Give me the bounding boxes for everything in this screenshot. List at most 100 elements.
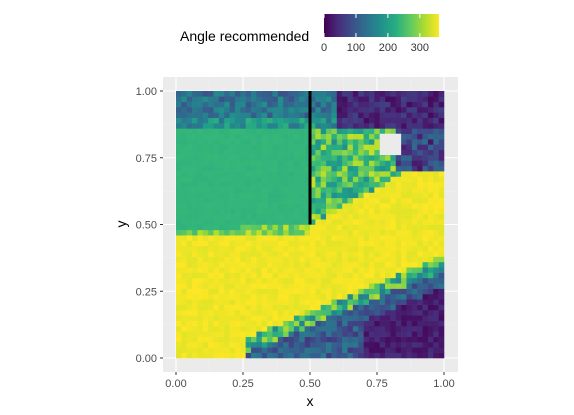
heatmap-cell — [240, 347, 246, 353]
heatmap-cell — [347, 309, 354, 316]
heatmap-cell — [218, 171, 225, 177]
heatmap-cell — [245, 245, 252, 252]
heatmap-cell — [197, 165, 204, 172]
heatmap-cell — [197, 331, 204, 337]
heatmap-cell — [224, 139, 230, 145]
heatmap-cell — [304, 203, 311, 209]
heatmap-cell — [192, 240, 198, 247]
heatmap-cell — [411, 277, 418, 284]
heatmap-cell — [181, 267, 188, 273]
heatmap-cell — [245, 208, 252, 215]
heatmap-cell — [374, 336, 380, 343]
heatmap-cell — [347, 139, 354, 145]
heatmap-cell — [218, 187, 225, 193]
heatmap-cell — [213, 309, 220, 316]
heatmap-cell — [379, 352, 386, 359]
heatmap-cell — [368, 320, 375, 327]
heatmap-cell — [336, 91, 343, 97]
heatmap-cell — [427, 96, 434, 102]
heatmap-cell — [277, 352, 284, 359]
heatmap-cell — [427, 149, 434, 156]
heatmap-cell — [277, 171, 284, 177]
heatmap-cell — [293, 251, 300, 257]
heatmap-cell — [245, 192, 252, 199]
heatmap-cell — [267, 325, 273, 332]
heatmap-cell — [422, 117, 429, 124]
heatmap-cell — [192, 112, 198, 118]
heatmap-cell — [208, 256, 214, 263]
heatmap-cell — [368, 224, 375, 231]
heatmap-cell — [310, 155, 316, 161]
heatmap-cell — [176, 267, 182, 273]
heatmap-cell — [406, 197, 413, 204]
heatmap-cell — [299, 101, 305, 108]
heatmap-cell — [304, 240, 311, 247]
heatmap-cell — [342, 352, 348, 359]
heatmap-cell — [202, 192, 209, 199]
heatmap-cell — [342, 165, 348, 172]
heatmap-cell — [422, 235, 429, 241]
heatmap-cell — [347, 293, 354, 300]
heatmap-cell — [202, 107, 209, 113]
heatmap-cell — [293, 325, 300, 332]
heatmap-cell — [229, 341, 236, 348]
heatmap-cell — [213, 347, 220, 353]
heatmap-cell — [390, 176, 397, 183]
heatmap-cell — [401, 160, 407, 167]
heatmap-cell — [352, 277, 359, 284]
heatmap-cell — [320, 235, 327, 241]
heatmap-cell — [390, 155, 397, 161]
heatmap-cell — [352, 341, 359, 348]
heatmap-cell — [379, 91, 386, 97]
heatmap-cell — [390, 309, 397, 316]
heatmap-cell — [213, 171, 220, 177]
heatmap-cell — [358, 325, 364, 332]
heatmap-cell — [202, 197, 209, 204]
heatmap-cell — [385, 288, 391, 295]
heatmap-cell — [417, 352, 423, 359]
heatmap-cell — [433, 219, 439, 225]
heatmap-cell — [310, 352, 316, 359]
heatmap-cell — [368, 176, 375, 183]
heatmap-cell — [293, 128, 300, 135]
heatmap-cell — [422, 165, 429, 172]
heatmap-cell — [438, 245, 445, 252]
heatmap-cell — [352, 219, 359, 225]
heatmap-cell — [304, 272, 311, 279]
heatmap-cell — [245, 224, 252, 231]
heatmap-cell — [315, 293, 322, 300]
heatmap-cell — [208, 224, 214, 231]
heatmap-cell — [293, 101, 300, 108]
heatmap-cell — [176, 133, 182, 140]
heatmap-cell — [299, 128, 305, 135]
heatmap-cell — [240, 144, 246, 151]
heatmap-cell — [234, 315, 241, 321]
heatmap-cell — [208, 117, 214, 124]
heatmap-cell — [267, 240, 273, 247]
heatmap-cell — [395, 283, 402, 289]
heatmap-cell — [422, 352, 429, 359]
heatmap-cell — [385, 352, 391, 359]
heatmap-cell — [401, 325, 407, 332]
heatmap-cell — [267, 261, 273, 268]
heatmap-cell — [208, 192, 214, 199]
heatmap-cell — [438, 203, 445, 209]
heatmap-cell — [352, 320, 359, 327]
heatmap-cell — [315, 197, 322, 204]
heatmap-cell — [213, 128, 220, 135]
heatmap-cell — [401, 277, 407, 284]
heatmap-cell — [347, 272, 354, 279]
heatmap-cell — [304, 107, 311, 113]
heatmap-cell — [224, 304, 230, 311]
heatmap-cell — [213, 155, 220, 161]
heatmap-cell — [427, 133, 434, 140]
heatmap-cell — [197, 267, 204, 273]
heatmap-cell — [347, 112, 354, 118]
heatmap-cell — [331, 315, 338, 321]
heatmap-cell — [197, 155, 204, 161]
heatmap-cell — [320, 325, 327, 332]
heatmap-cell — [176, 352, 182, 359]
heatmap-cell — [176, 304, 182, 311]
heatmap-cell — [368, 261, 375, 268]
heatmap-cell — [342, 171, 348, 177]
